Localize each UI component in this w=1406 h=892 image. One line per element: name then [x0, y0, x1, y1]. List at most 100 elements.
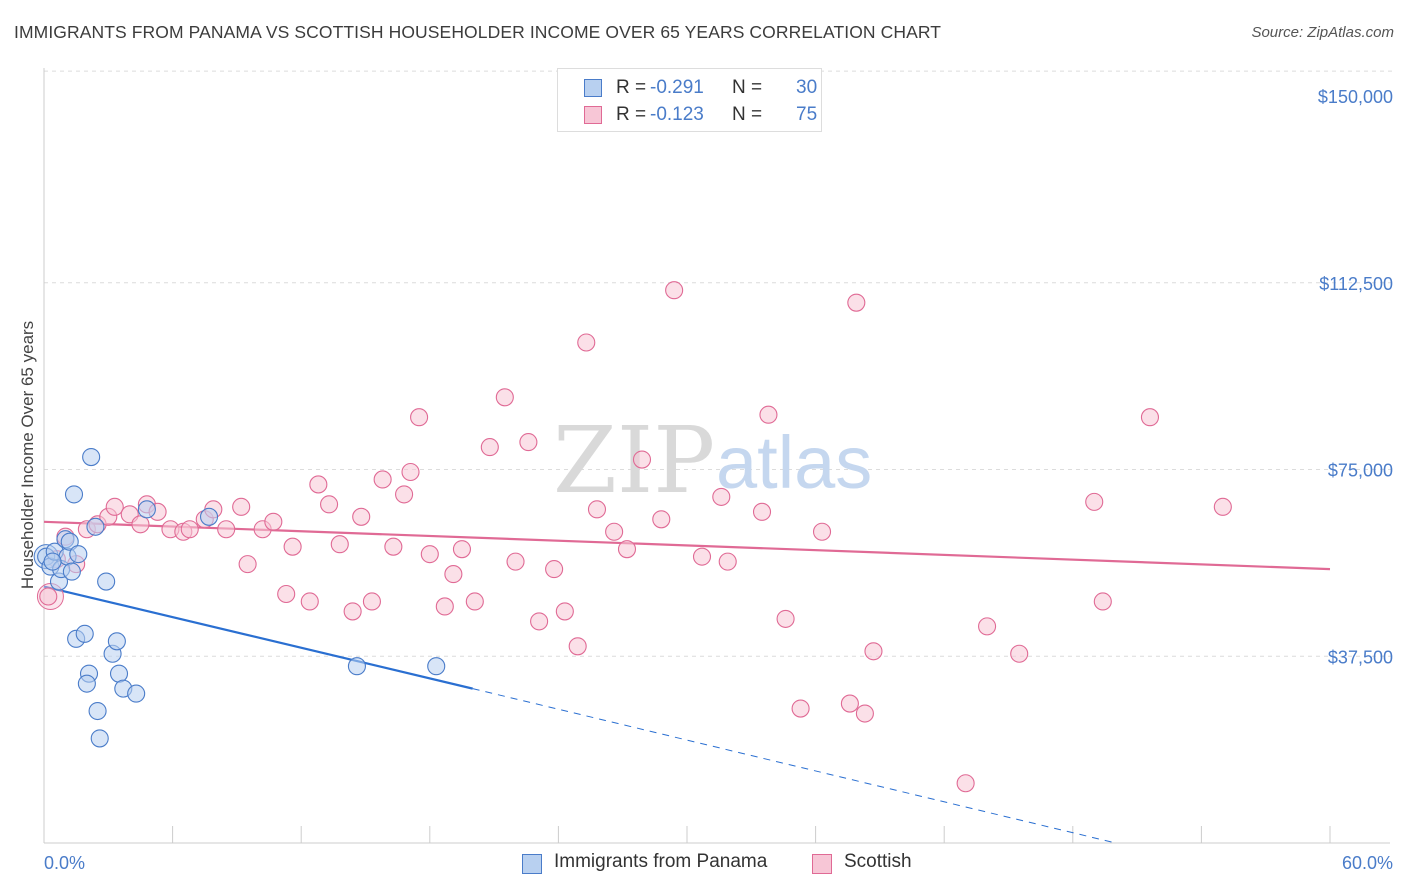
scottish-point [752, 502, 772, 521]
scottish-point [1010, 644, 1029, 663]
scottish-point [587, 500, 607, 519]
scottish-point [277, 584, 296, 604]
scottish-point [855, 704, 874, 723]
scottish-point [131, 515, 150, 534]
scottish-point [864, 642, 883, 661]
panama-point [199, 507, 219, 526]
scottish-point [956, 774, 975, 793]
legend-n-value: 75 [796, 104, 818, 125]
scottish-point [519, 433, 538, 452]
scottish-point [105, 497, 124, 516]
y-tick-label: $75,000 [1328, 461, 1393, 481]
scottish-point [506, 552, 525, 571]
panama-point [97, 572, 116, 591]
panama-point [43, 552, 62, 571]
legend-swatch-panama [584, 79, 602, 97]
scottish-point [791, 699, 810, 718]
chart-title: IMMIGRANTS FROM PANAMA VS SCOTTISH HOUSE… [14, 22, 942, 42]
y-tick-label: $37,500 [1328, 647, 1393, 667]
legend-r-label: R = [616, 77, 647, 98]
scottish-point [232, 497, 251, 516]
scottish-point [1213, 497, 1232, 516]
y-tick-label: $112,500 [1319, 274, 1393, 294]
x-tick-labels: 0.0% 60.0% [44, 853, 1393, 873]
watermark: ZIP atlas [553, 407, 872, 514]
panama-point [77, 674, 96, 693]
scottish-point [617, 540, 637, 559]
scottish-point [847, 293, 866, 312]
panama-trendline [43, 585, 473, 690]
scottish-point [343, 602, 362, 621]
bottom-legend-label-panama: Immigrants from Panama [554, 851, 768, 872]
scottish-point [373, 470, 392, 489]
panama-point [90, 729, 109, 748]
scottish-point [759, 405, 778, 424]
scottish-point [217, 520, 236, 539]
scottish-point [39, 587, 58, 606]
scottish-point [264, 512, 283, 531]
scottish-point [665, 281, 684, 300]
scottish-point [530, 612, 549, 631]
scottish-point [180, 520, 199, 539]
scottish-point [320, 495, 339, 514]
scottish-point [812, 522, 832, 541]
panama-point [64, 485, 84, 504]
panama-point [60, 532, 79, 551]
x-tick-marks [172, 826, 1331, 843]
panama-point [427, 657, 446, 676]
panama-points [33, 447, 446, 748]
source-label: Source: ZipAtlas.com [1251, 24, 1394, 41]
legend-r-value: -0.123 [650, 104, 704, 125]
scottish-point [420, 545, 439, 564]
scottish-point [568, 637, 587, 656]
panama-point [137, 500, 156, 519]
scottish-point [480, 438, 499, 457]
scottish-point [605, 522, 624, 541]
scottish-point [465, 592, 484, 611]
x-tick-label-max: 60.0% [1342, 853, 1393, 873]
scottish-point [1085, 492, 1104, 511]
scottish-point [362, 592, 381, 611]
scottish-point [555, 602, 574, 621]
legend-n-label: N = [732, 77, 763, 98]
panama-point [347, 657, 366, 676]
scottish-points [36, 281, 1232, 793]
legend-n-value: 30 [796, 77, 818, 98]
panama-point [62, 562, 81, 581]
x-tick-label-min: 0.0% [44, 853, 85, 873]
panama-point [75, 624, 94, 643]
panama-point [107, 632, 126, 651]
watermark-atlas: atlas [716, 421, 872, 504]
y-axis-label: Householder Income Over 65 years [18, 321, 37, 589]
scottish-point [1140, 408, 1160, 427]
y-tick-label: $150,000 [1318, 87, 1393, 107]
legend: R = -0.291 N = 30 R = -0.123 N = 75 [557, 68, 822, 132]
legend-swatch-scottish [584, 106, 602, 124]
legend-n-label: N = [732, 104, 763, 125]
scottish-point [238, 555, 257, 574]
scottish-point [300, 592, 319, 611]
scottish-point [776, 609, 795, 628]
bottom-legend-swatch-panama [522, 854, 542, 874]
panama-point [69, 545, 88, 564]
scottish-point [330, 535, 349, 554]
scottish-point [718, 552, 737, 571]
scottish-trendline [43, 520, 1331, 571]
scottish-point [435, 597, 454, 616]
panama-point [109, 664, 129, 683]
scottish-point [395, 485, 414, 504]
scottish-point [652, 510, 671, 529]
scottish-point [545, 560, 564, 579]
bottom-legend-label-scottish: Scottish [844, 851, 912, 872]
scottish-point [384, 537, 403, 556]
scottish-point [978, 617, 997, 636]
scottish-point [283, 537, 302, 556]
scottish-point [352, 507, 371, 526]
scottish-point [840, 694, 859, 713]
legend-r-label: R = [616, 104, 647, 125]
panama-point [82, 447, 101, 467]
panama-point [127, 684, 146, 703]
scottish-point [410, 408, 429, 427]
y-tick-labels: $37,500 $75,000 $112,500 $150,000 [1318, 87, 1393, 667]
